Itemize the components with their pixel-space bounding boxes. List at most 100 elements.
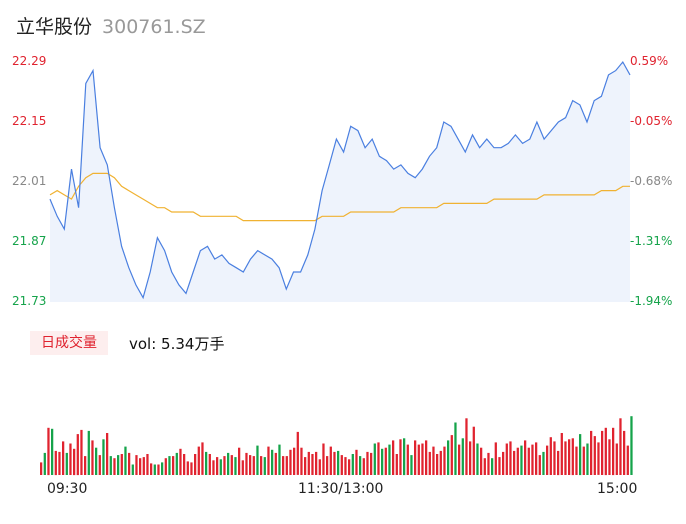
- volume-bar: [333, 451, 336, 475]
- volume-bar: [447, 440, 450, 475]
- volume-bar: [417, 444, 420, 475]
- volume-bar: [190, 462, 193, 475]
- pct-tick-label: -0.68%: [630, 174, 673, 188]
- volume-bar: [535, 442, 538, 475]
- volume-bar: [329, 446, 332, 475]
- volume-bar: [62, 441, 65, 475]
- volume-bar: [139, 458, 142, 475]
- volume-bar: [274, 452, 277, 475]
- volume-bar: [208, 454, 211, 475]
- volume-bar: [626, 445, 629, 475]
- volume-bar: [260, 456, 263, 475]
- volume-bar: [135, 455, 138, 475]
- volume-bar: [406, 444, 409, 475]
- pct-tick-label: -1.94%: [630, 294, 673, 308]
- volume-bar: [102, 439, 105, 475]
- volume-bar: [527, 447, 530, 475]
- volume-bar: [175, 452, 178, 475]
- volume-bar: [146, 454, 149, 475]
- price-tick-label: 22.15: [12, 114, 47, 128]
- volume-bar: [414, 440, 417, 475]
- volume-bar: [483, 458, 486, 475]
- volume-bar: [480, 447, 483, 475]
- volume-bar: [234, 457, 237, 475]
- volume-bar: [549, 437, 552, 475]
- volume-bar: [95, 447, 98, 475]
- volume-bar: [461, 438, 464, 476]
- volume-bar: [212, 460, 215, 475]
- volume-bar: [582, 446, 585, 475]
- volume-bar: [315, 451, 318, 475]
- volume-bar: [322, 443, 325, 475]
- volume-bar: [65, 452, 68, 475]
- volume-bar: [593, 436, 596, 475]
- volume-bar: [282, 456, 285, 475]
- volume-bar: [590, 430, 593, 475]
- volume-bar: [69, 443, 72, 475]
- volume-bar: [84, 456, 87, 475]
- volume-bar: [553, 441, 556, 475]
- volume-bar: [542, 451, 545, 475]
- volume-bar: [362, 458, 365, 475]
- volume-bar: [80, 429, 83, 475]
- volume-summary: vol: 5.34万手: [129, 335, 225, 353]
- volume-bar: [560, 433, 563, 475]
- volume-bar: [630, 416, 633, 475]
- volume-bar: [491, 458, 494, 475]
- volume-bar: [76, 434, 79, 476]
- time-tick-midday: 11:30/13:00: [298, 481, 384, 497]
- volume-bar: [113, 458, 116, 475]
- volume-bar: [157, 464, 160, 475]
- volume-bar: [359, 456, 362, 475]
- volume-bar: [568, 439, 571, 475]
- pct-tick-label: -1.31%: [630, 234, 673, 248]
- volume-bar: [223, 456, 226, 475]
- volume-bar: [381, 448, 384, 476]
- volume-bar: [263, 457, 266, 475]
- volume-tab[interactable]: 日成交量: [30, 331, 108, 355]
- volume-bar: [289, 449, 292, 475]
- volume-bar: [278, 444, 281, 475]
- volume-bar: [392, 440, 395, 475]
- volume-bar: [579, 434, 582, 476]
- volume-bar: [326, 456, 329, 475]
- stock-name: 立华股份: [16, 16, 93, 38]
- volume-bar: [538, 455, 541, 475]
- volume-bar: [615, 443, 618, 475]
- price-tick-label: 21.87: [12, 234, 47, 248]
- volume-bar: [421, 443, 424, 475]
- pct-tick-label: -0.05%: [630, 114, 673, 128]
- price-tick-label: 21.73: [12, 294, 47, 308]
- volume-bar: [494, 442, 497, 475]
- volume-bar: [403, 438, 406, 476]
- volume-bar: [450, 435, 453, 475]
- volume-bar: [601, 430, 604, 475]
- volume-bar: [227, 452, 230, 475]
- volume-bar: [608, 439, 611, 475]
- volume-bar: [98, 455, 101, 475]
- volume-bar: [168, 456, 171, 475]
- volume-bar: [58, 451, 61, 475]
- volume-bar: [285, 456, 288, 475]
- price-line: [49, 60, 631, 300]
- volume-bar: [531, 444, 534, 475]
- volume-bar: [300, 447, 303, 475]
- volume-bar: [505, 443, 508, 475]
- time-tick-close: 15:00: [597, 481, 638, 497]
- volume-bar: [230, 455, 233, 475]
- volume-bar: [91, 440, 94, 475]
- volume-bar: [249, 455, 252, 475]
- volume-bar: [311, 454, 314, 475]
- volume-bar: [47, 427, 50, 476]
- volume-bar: [124, 446, 127, 475]
- volume-bar: [43, 452, 46, 475]
- volume-bar: [439, 450, 442, 476]
- volume-bar: [241, 460, 244, 475]
- volume-bar: [219, 459, 222, 476]
- volume-bar: [502, 451, 505, 475]
- volume-bar: [377, 442, 380, 475]
- volume-bar: [586, 443, 589, 475]
- volume-bar: [205, 451, 208, 475]
- volume-bar: [172, 456, 175, 475]
